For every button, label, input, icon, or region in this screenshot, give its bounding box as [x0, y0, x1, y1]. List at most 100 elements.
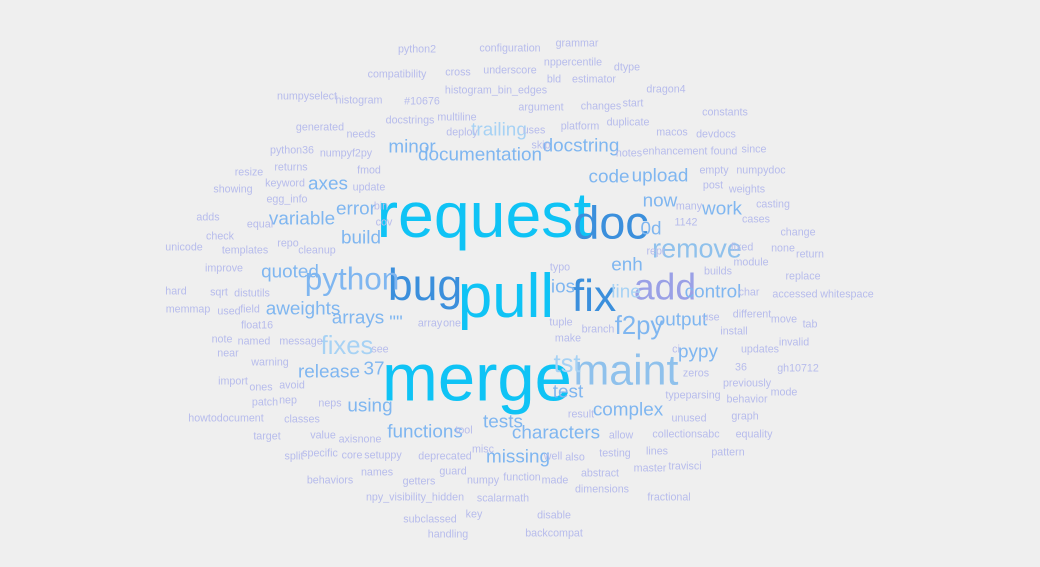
word-cov: cov [375, 216, 393, 229]
word-pypy: pypy [678, 341, 718, 363]
word-generated: generated [295, 121, 345, 134]
word-return: return [796, 248, 824, 261]
word-start: start [622, 97, 644, 110]
word-cross: cross [445, 66, 471, 79]
word-travisci: travisci [668, 460, 702, 473]
word-needs: needs [346, 128, 376, 141]
word-misc: misc [472, 443, 494, 456]
word-docstring: docstring [542, 135, 620, 157]
word-skip: skip [531, 139, 551, 152]
word-docstrings: docstrings [385, 114, 435, 127]
word-master: master [633, 462, 667, 475]
word-deploy: deploy [446, 126, 478, 139]
word-value: value [310, 429, 336, 442]
word-now: now [642, 190, 678, 212]
word-uses: uses [522, 124, 546, 137]
word-complex: complex [592, 399, 664, 421]
word-replace: replace [785, 270, 821, 283]
word-accessed: accessed [772, 288, 818, 301]
word-memmap: memmap [165, 303, 211, 316]
word-python2: python2 [397, 43, 437, 56]
word-field: field [240, 303, 260, 316]
word-behaviors: behaviors [306, 474, 354, 487]
word-maint: maint [573, 346, 679, 395]
word-returns: returns [274, 161, 308, 174]
word-named: named [237, 335, 271, 348]
word-pattern: pattern [711, 446, 745, 459]
word-enhancement: enhancement [642, 145, 708, 158]
word-deprecated: deprecated [418, 450, 472, 463]
word-warning: warning [251, 356, 289, 369]
word-setuppy: setuppy [364, 449, 402, 462]
word-constants: constants [702, 106, 748, 119]
word-fixes: fixes [320, 332, 374, 361]
word-notes: notes [615, 147, 643, 160]
word-python: python [304, 260, 400, 297]
word-testing: testing [599, 447, 631, 460]
word-tab: tab [802, 318, 818, 331]
word-split: split [284, 450, 304, 463]
word-bld: bld [546, 73, 562, 86]
word-update: update [352, 181, 386, 194]
word-subclassed: subclassed [403, 513, 457, 526]
word-using: using [347, 395, 393, 417]
word-ones: ones [249, 381, 273, 394]
word-10676: #10676 [404, 95, 440, 108]
word-output: output [654, 309, 708, 331]
word-duplicate: duplicate [606, 116, 650, 129]
word-repr: repr [646, 245, 666, 258]
word-work: work [702, 198, 742, 220]
word-underscore: underscore [483, 64, 537, 77]
word-pull: pull [457, 262, 555, 332]
word-many: many [675, 200, 703, 213]
word-since: since [741, 143, 767, 156]
word-showing: showing [213, 183, 253, 196]
word-remove: remove [652, 233, 742, 264]
word-36: 36 [735, 361, 747, 374]
word-tuple: tuple [549, 316, 573, 329]
word-check: check [206, 230, 234, 243]
word-0d: 0d [640, 218, 662, 240]
word-fix: fix [571, 271, 617, 321]
word-handling: handling [427, 528, 469, 541]
word-egg-info: egg_info [266, 193, 308, 206]
word-patch: patch [251, 396, 279, 409]
word-f2py: f2py [614, 312, 664, 341]
word-move: move [770, 313, 798, 326]
word-fractional: fractional [647, 491, 691, 504]
word-bug: bug [387, 260, 463, 310]
word-argument: argument [518, 101, 564, 114]
word-numpy: numpy [466, 474, 500, 487]
word-adds: adds [196, 211, 220, 224]
word-numpydoc: numpydoc [736, 164, 786, 177]
word-37: 37 [363, 358, 385, 380]
word-unused: unused [671, 412, 707, 425]
word-empty: empty [699, 164, 729, 177]
word-numpyselect: numpyselect [277, 90, 337, 103]
word-backcompat: backcompat [525, 527, 583, 540]
word-whitespace: whitespace [820, 288, 874, 301]
word-templates: templates [221, 244, 269, 257]
word-changes: changes [580, 100, 622, 113]
word-float16: float16 [240, 319, 274, 332]
word-cases: cases [742, 213, 770, 226]
word-control: control [684, 281, 742, 303]
word-near: near [217, 347, 239, 360]
word-platform: platform [560, 120, 600, 133]
word-ci: ci [672, 343, 680, 356]
word-target: target [253, 430, 281, 443]
word-keyword: keyword [265, 177, 305, 190]
word-variable: variable [268, 208, 336, 230]
word-axisnone: axisnone [338, 433, 382, 446]
word-well: well [543, 450, 563, 463]
word-arrays: arrays [331, 307, 385, 329]
word-estimator: estimator [572, 73, 616, 86]
word-nep: nep [279, 394, 297, 407]
word-zeros: zeros [682, 367, 710, 380]
word-doc: doc [573, 196, 649, 249]
word-release: release [298, 361, 360, 383]
word-getters: getters [402, 475, 436, 488]
word-nppercentile: nppercentile [543, 56, 603, 69]
word-minor: minor [388, 136, 436, 158]
